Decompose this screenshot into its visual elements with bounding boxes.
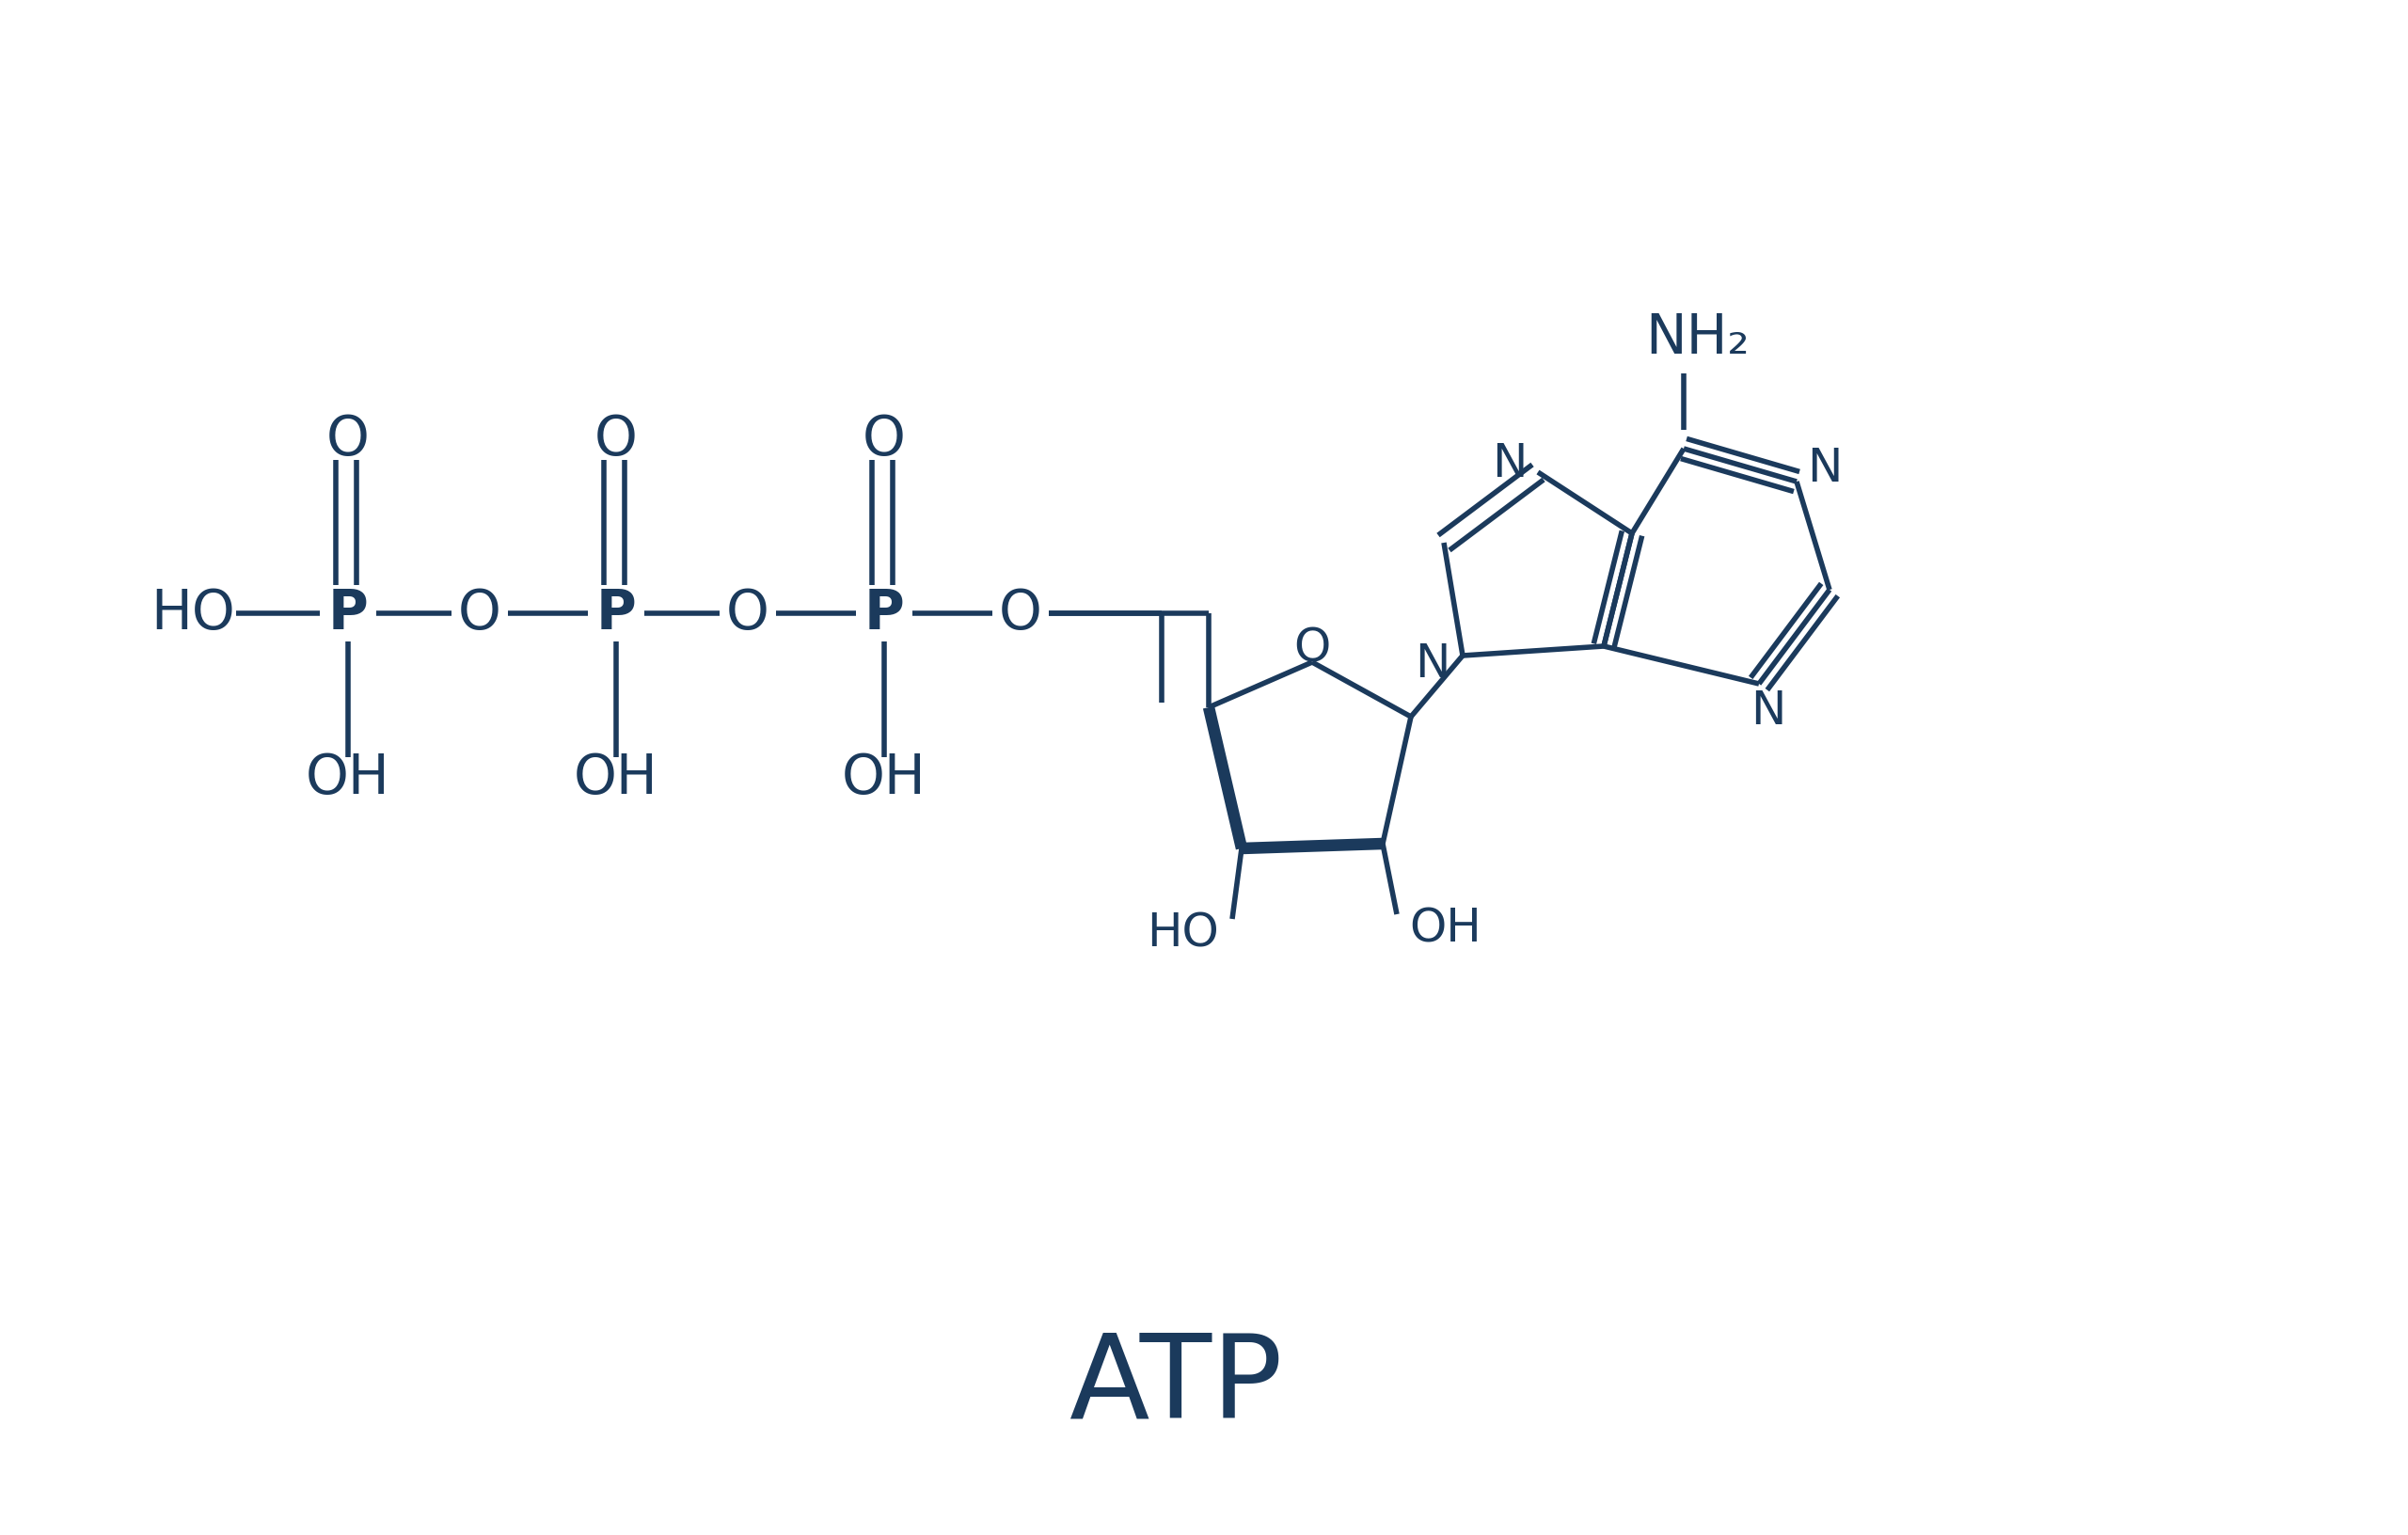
Text: P: P <box>864 586 905 640</box>
Text: O: O <box>327 413 368 467</box>
Text: P: P <box>327 586 368 640</box>
Text: O: O <box>595 413 638 467</box>
Text: OH: OH <box>1409 906 1481 952</box>
Text: O: O <box>999 586 1043 640</box>
Text: N: N <box>1493 441 1527 487</box>
Text: O: O <box>458 586 501 640</box>
Text: ATP: ATP <box>1069 1328 1283 1441</box>
Text: OH: OH <box>573 752 657 804</box>
Text: HO: HO <box>1146 910 1218 956</box>
Text: O: O <box>1293 626 1332 671</box>
Text: NH₂: NH₂ <box>1645 312 1751 365</box>
Text: O: O <box>727 586 771 640</box>
Text: N: N <box>1416 642 1450 686</box>
Text: OH: OH <box>306 752 390 804</box>
Text: N: N <box>1808 445 1842 491</box>
Text: OH: OH <box>843 752 927 804</box>
Text: P: P <box>597 586 636 640</box>
Text: O: O <box>862 413 905 467</box>
Text: N: N <box>1751 688 1787 734</box>
Text: HO: HO <box>152 586 236 640</box>
